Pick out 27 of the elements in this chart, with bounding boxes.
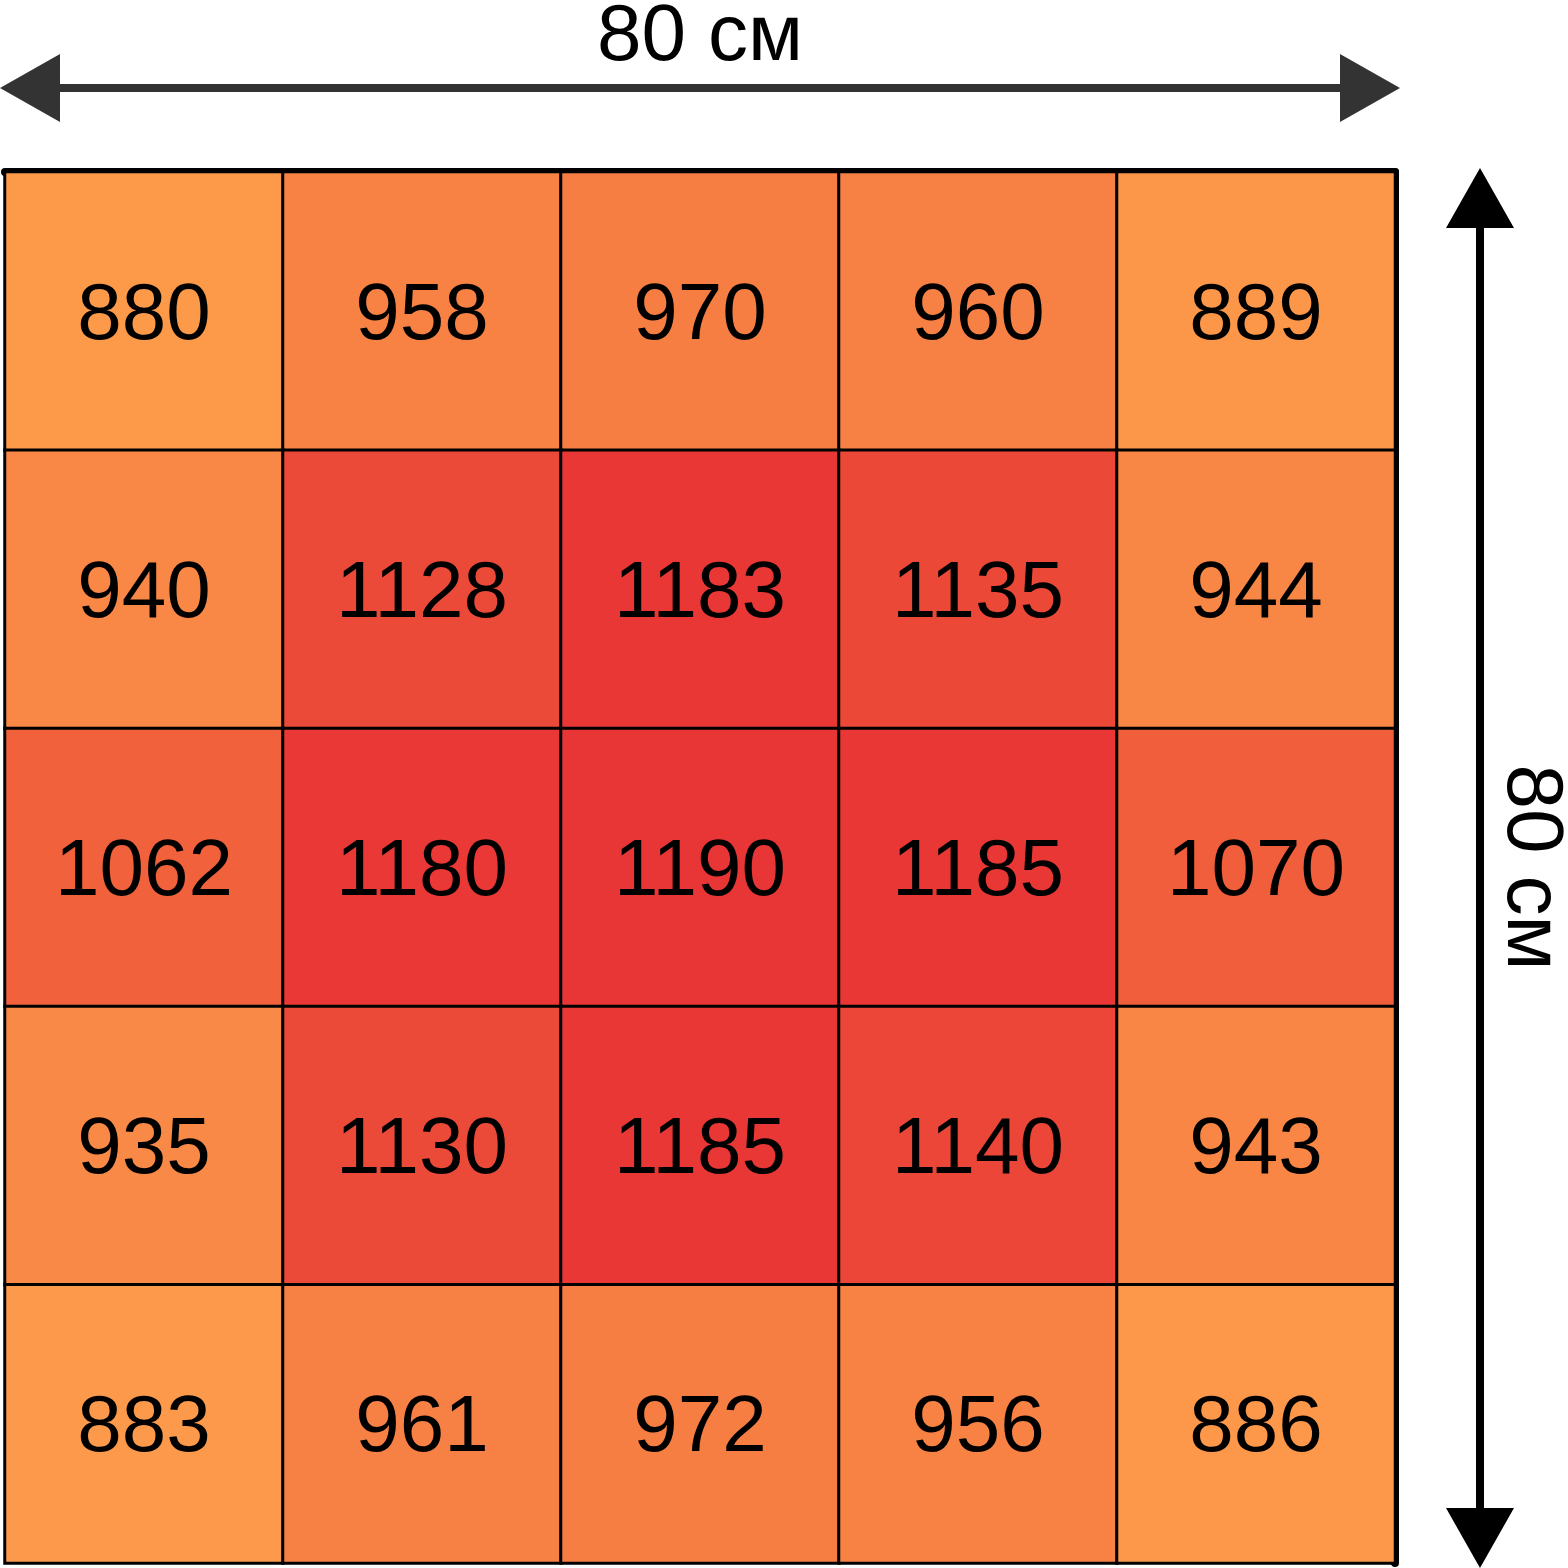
data-label: 940 [77, 544, 211, 634]
data-label: 1140 [891, 1101, 1065, 1191]
data-label: 1130 [335, 1101, 509, 1191]
x-axis-title: 80 см [596, 0, 804, 77]
data-label: 972 [633, 1379, 767, 1469]
data-label: 883 [77, 1379, 211, 1469]
data-label: 960 [911, 266, 1045, 356]
data-label: 1062 [55, 823, 233, 912]
data-label: 935 [77, 1101, 211, 1191]
data-label: 1135 [891, 544, 1065, 634]
data-label: 961 [355, 1379, 489, 1469]
data-label: 944 [1189, 544, 1323, 634]
data-label: 958 [355, 266, 489, 356]
data-label: 889 [1189, 266, 1323, 356]
data-label: 1190 [613, 823, 787, 912]
data-label: 880 [77, 266, 211, 356]
data-label: 1180 [335, 823, 509, 912]
data-label: 886 [1189, 1379, 1323, 1469]
data-label: 1185 [613, 1101, 787, 1191]
data-label: 1185 [891, 823, 1065, 912]
data-label: 956 [911, 1379, 1045, 1469]
data-label: 1183 [613, 544, 787, 634]
data-label: 970 [633, 266, 767, 356]
y-axis-title: 80 см [1490, 764, 1568, 971]
data-label: 943 [1189, 1101, 1323, 1191]
data-label: 1128 [335, 544, 509, 634]
data-label: 1070 [1167, 823, 1345, 912]
